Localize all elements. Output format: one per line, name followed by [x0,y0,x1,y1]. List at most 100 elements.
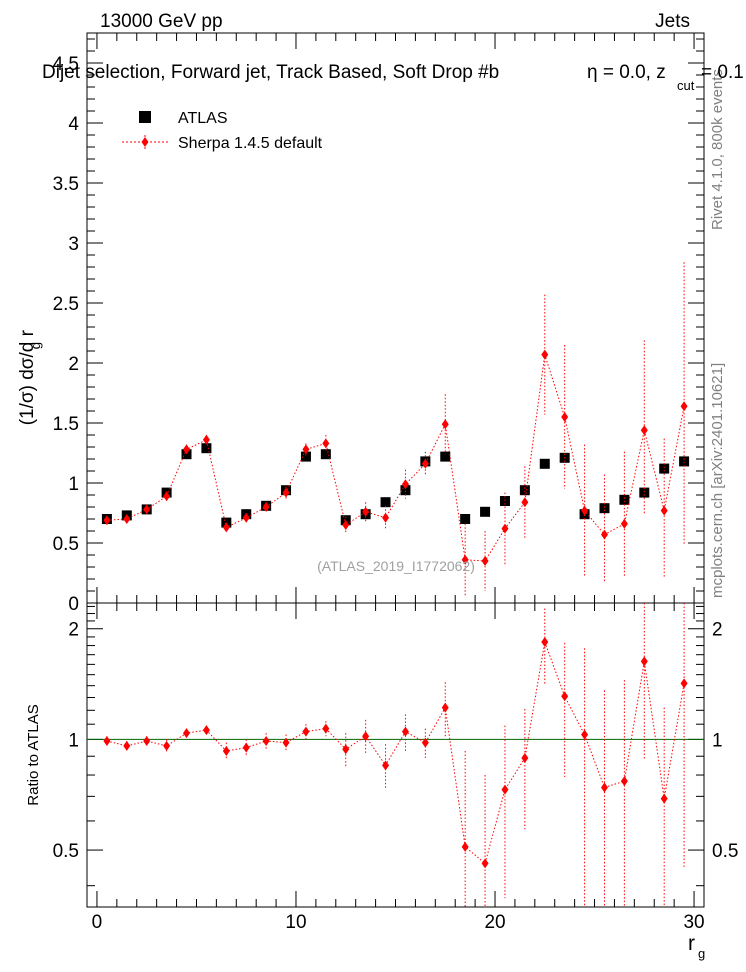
main-y-tick-label: 0.5 [53,534,79,555]
ratio-data-point [222,745,230,756]
ratio-data-point [103,736,111,747]
sherpa-data-point [262,502,270,512]
main-axes: 0 0.5 1 1.5 2 2.5 3 3.5 4 4.5 [53,33,704,615]
ratio-data-marks [103,603,688,907]
atlas-data-point [201,443,212,454]
main-y-tick-label: 1 [68,474,79,495]
main-data-marks [101,262,690,596]
ratio-data-point [620,776,628,787]
legend: ATLAS Sherpa 1.4.5 default [122,110,323,152]
plot-title-cut-subscript: cut [677,78,695,93]
ratio-data-point [282,737,290,748]
x-tick-label: 30 [683,912,704,933]
ratio-data-point [143,736,151,747]
ratio-data-point [322,723,330,734]
ratio-data-point [501,784,509,795]
sherpa-data-point [561,412,569,422]
sherpa-data-point [183,444,191,455]
sherpa-data-point [441,419,449,430]
ratio-data-point [660,793,668,804]
legend-sherpa-marker [141,137,149,147]
plot-title-eta: η = 0.0, z [587,62,666,83]
atlas-data-point [400,485,411,496]
ratio-data-point [421,737,429,748]
atlas-data-point [440,451,451,462]
ratio-data-point [441,702,449,713]
legend-sherpa-label: Sherpa 1.4.5 default [178,135,323,152]
analysis-id-watermark: (ATLAS_2019_I1772062) [317,558,475,574]
ratio-data-point [183,728,191,739]
ratio-data-point [481,858,489,869]
mcplots-label: mcplots.cern.ch [arXiv:2401.10621] [709,363,726,598]
sherpa-data-point [461,554,469,565]
ratio-axes: 0 10 20 30 0.5 0.5 1 1 2 2 [53,603,738,933]
atlas-data-point [599,503,610,514]
main-y-axis-label-subscript: g [28,342,43,349]
ratio-data-point [262,736,270,747]
atlas-data-point [480,506,491,517]
ratio-data-point [163,740,171,751]
plot-title: Dijet selection, Forward jet, Track Base… [42,62,499,83]
x-axis-label: r [688,932,695,955]
atlas-data-point [300,451,311,462]
plot-title-zval: = 0.1 [701,62,744,83]
atlas-data-point [639,487,650,498]
ratio-data-point [680,678,688,689]
sherpa-data-point [521,497,529,508]
ratio-y-axis-label: Ratio to ATLAS [25,704,42,805]
x-tick-label: 20 [484,912,505,933]
ratio-data-point [521,753,529,764]
ratio-y-tick-label: 0.5 [53,841,79,862]
x-tick-label: 10 [285,912,306,933]
ratio-data-point [382,760,390,771]
main-y-tick-label: 2.5 [53,294,79,315]
main-y-axis-label: (1/σ) dσ/d r [17,329,38,425]
legend-atlas-label: ATLAS [178,110,228,127]
ratio-panel-frame [86,602,705,908]
sherpa-connecting-line [106,354,685,562]
ratio-y-tick-label: 2 [68,620,79,641]
ratio-data-point [581,729,589,740]
ratio-data-point [302,726,310,737]
atlas-data-point [659,463,670,474]
ratio-data-point [561,691,569,702]
main-y-tick-label: 0 [68,594,79,615]
main-y-tick-label: 2 [68,354,79,375]
sherpa-data-point [342,520,350,530]
sherpa-data-point [322,438,330,449]
x-tick-label: 0 [92,912,103,933]
sherpa-data-point [282,487,290,498]
sherpa-data-point [401,479,409,490]
main-y-tick-label: 3 [68,234,79,255]
ratio-data-point [600,782,608,793]
ratio-data-point [401,726,409,737]
sherpa-data-point [123,514,131,524]
ratio-data-point [202,725,210,736]
energy-label: 13000 GeV pp [100,11,223,32]
sherpa-data-point [620,518,628,529]
main-y-tick-label: 4.5 [53,54,79,75]
ratio-y-tick-label-right: 2 [712,620,723,641]
main-y-tick-label: 3.5 [53,174,79,195]
atlas-data-point [679,456,690,467]
atlas-data-point [460,514,471,524]
sherpa-data-point [202,434,210,445]
ratio-data-point [342,744,350,755]
ratio-connecting-line [106,640,685,865]
atlas-data-point [519,485,530,496]
sherpa-data-point [541,349,549,360]
sherpa-data-point [421,458,429,469]
ratio-data-point [123,740,131,751]
rivet-version-label: Rivet 4.1.0, 800k events [709,69,726,230]
sherpa-data-point [501,523,509,534]
legend-atlas-marker [139,111,151,123]
sherpa-data-point [163,491,171,502]
sherpa-data-point [242,512,250,523]
sherpa-data-point [640,425,648,436]
x-axis-label-subscript: g [698,946,705,961]
ratio-data-point [362,731,370,742]
ratio-data-point [461,841,469,852]
sherpa-data-point [600,529,608,540]
sherpa-data-point [222,522,230,533]
